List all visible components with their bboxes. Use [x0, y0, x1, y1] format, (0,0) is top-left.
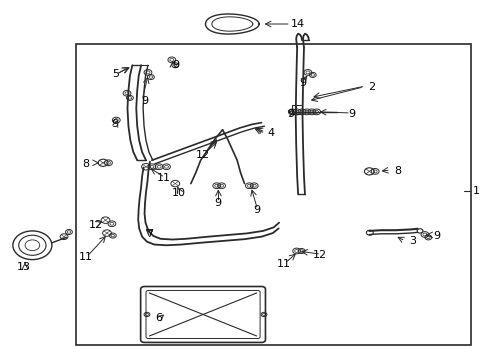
Text: 11: 11 [276, 259, 290, 269]
Text: 13: 13 [17, 262, 31, 272]
Text: 11: 11 [79, 252, 93, 262]
Text: 9: 9 [347, 109, 355, 119]
Text: 1: 1 [471, 186, 479, 196]
Text: 9: 9 [111, 120, 119, 129]
Text: 11: 11 [157, 173, 171, 183]
Text: 12: 12 [196, 150, 210, 160]
Text: 4: 4 [267, 129, 274, 138]
Text: 8: 8 [394, 166, 401, 176]
Text: 10: 10 [171, 188, 185, 198]
Text: 14: 14 [290, 19, 305, 29]
Text: 9: 9 [172, 60, 180, 70]
Text: 9: 9 [141, 96, 148, 106]
Text: 3: 3 [408, 236, 415, 246]
Text: 8: 8 [82, 159, 89, 169]
Text: 12: 12 [312, 250, 326, 260]
Text: 7: 7 [145, 229, 153, 239]
Text: 2: 2 [367, 82, 374, 92]
Text: 9: 9 [214, 198, 221, 208]
Bar [76, 44, 470, 345]
Text: 9: 9 [433, 231, 440, 240]
Text: 9: 9 [253, 206, 260, 216]
Text: 9: 9 [286, 109, 294, 119]
Text: 9: 9 [299, 78, 306, 88]
Text: 12: 12 [88, 220, 102, 230]
Text: 5: 5 [112, 69, 119, 79]
Text: 6: 6 [155, 313, 163, 323]
